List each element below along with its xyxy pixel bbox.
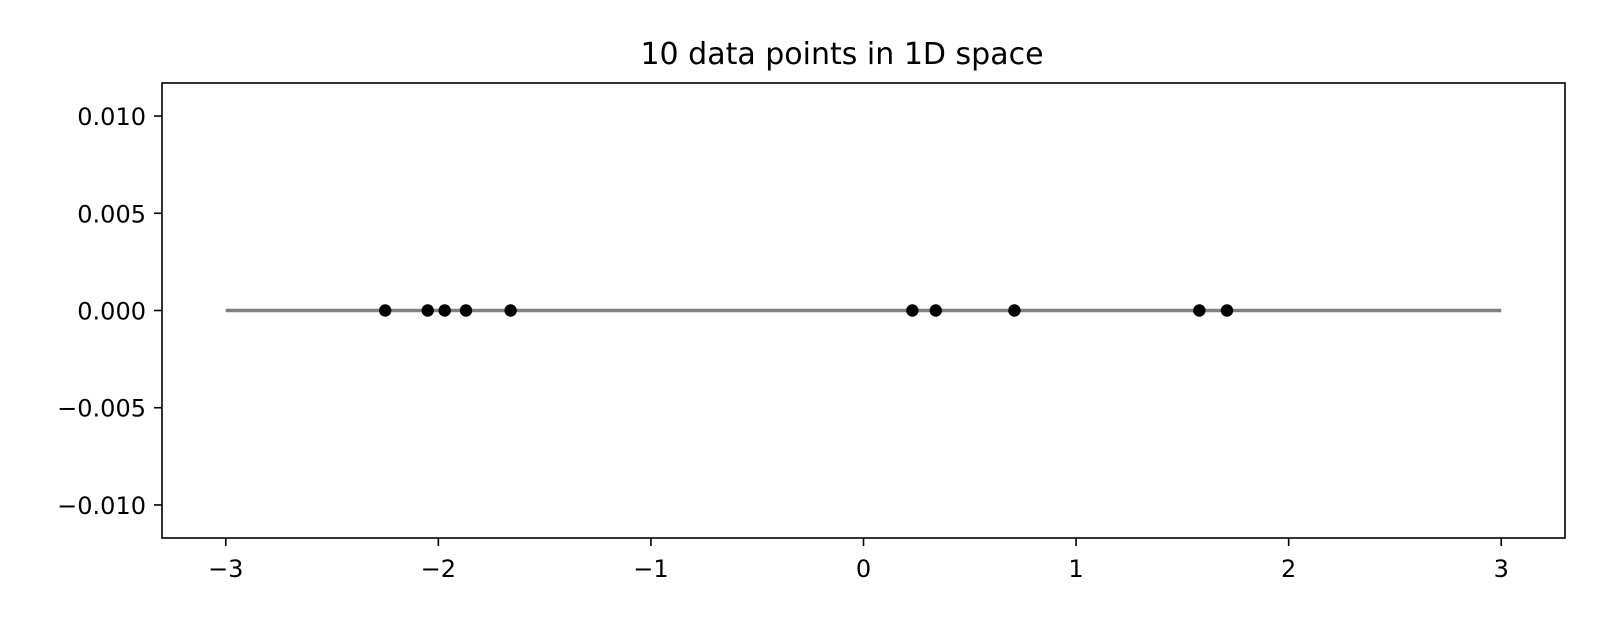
x-tick-label: 1 (1068, 555, 1083, 583)
x-tick-label: −1 (633, 555, 668, 583)
x-tick-label: 2 (1281, 555, 1296, 583)
data-point (906, 304, 919, 317)
data-point (379, 304, 392, 317)
data-point (1193, 304, 1206, 317)
data-point (504, 304, 517, 317)
data-point (929, 304, 942, 317)
data-points (379, 304, 1234, 317)
data-point (438, 304, 451, 317)
x-tick-label: −2 (421, 555, 456, 583)
y-tick-label: 0.005 (77, 200, 146, 228)
y-tick-label: −0.005 (57, 395, 146, 423)
data-point (1008, 304, 1021, 317)
data-point (421, 304, 434, 317)
y-tick-label: 0.000 (77, 298, 146, 326)
x-tick-label: −3 (208, 555, 243, 583)
y-tick-label: 0.010 (77, 103, 146, 131)
x-tick-label: 0 (856, 555, 871, 583)
y-tick-label: −0.010 (57, 492, 146, 520)
y-axis: 0.010 0.005 0.000 −0.005 −0.010 (57, 103, 162, 520)
x-axis: −3 −2 −1 0 1 2 3 (208, 538, 1509, 583)
data-point (459, 304, 473, 317)
data-point (1220, 304, 1234, 317)
x-tick-label: 3 (1494, 555, 1509, 583)
chart-title: 10 data points in 1D space (640, 37, 1043, 72)
